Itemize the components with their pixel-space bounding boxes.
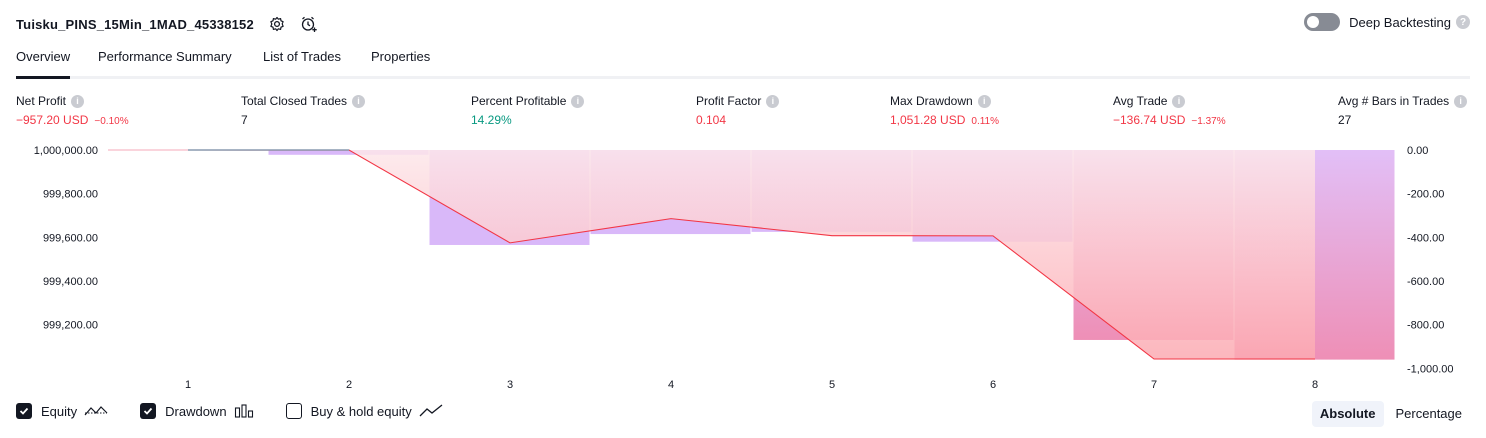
metric-value: 14.29%	[471, 113, 584, 127]
drawdown-checkbox[interactable]	[140, 403, 157, 419]
metric-label-text: Profit Factor	[696, 94, 762, 108]
buy-hold-line-icon	[419, 404, 443, 418]
drawdown-bar	[268, 150, 429, 155]
metric-value-text: −136.74 USD	[1113, 113, 1186, 127]
help-icon[interactable]: i	[71, 94, 85, 108]
metric-value-text: −957.20 USD	[16, 113, 89, 127]
x-axis-tick-label: 2	[346, 379, 352, 391]
metric-value: −957.20 USD −0.10%	[16, 113, 129, 127]
metric-percent-profitable: Percent Profitable i 14.29%	[471, 94, 585, 127]
metric-total-closed-trades: Total Closed Trades i 7	[241, 94, 366, 127]
help-icon[interactable]: i	[571, 94, 585, 108]
legend-drawdown[interactable]: Drawdown	[140, 403, 253, 419]
help-icon[interactable]: i	[977, 94, 991, 108]
tab-performance-summary[interactable]: Performance Summary	[98, 49, 232, 64]
metric-label-text: Percent Profitable	[471, 94, 567, 108]
right-axis-tick-label: 0.00	[1407, 145, 1428, 157]
tab-overview[interactable]: Overview	[16, 49, 71, 79]
tab-properties[interactable]: Properties	[371, 49, 431, 64]
metric-label-text: Net Profit	[16, 94, 67, 108]
metric-value-text: 7	[241, 113, 248, 127]
left-axis-tick-label: 1,000,000.00	[34, 145, 98, 157]
chart-legend: Equity Drawdown Buy & hold equity	[16, 403, 475, 419]
equity-chart: 1,000,000.00 999,800.00 999,600.00 999,400.…	[34, 145, 1454, 391]
metric-percent: −1.37%	[1191, 116, 1226, 127]
tab-list-of-trades[interactable]: List of Trades	[263, 49, 342, 64]
metric-label-text: Total Closed Trades	[241, 94, 348, 108]
report-tabs: Overview Performance Summary List of Tra…	[16, 46, 1470, 79]
display-mode-switch: Absolute Percentage	[1308, 401, 1470, 427]
right-axis-tick-label: -800.00	[1407, 320, 1444, 332]
legend-equity[interactable]: Equity	[16, 403, 108, 419]
deep-backtesting-label: Deep Backtesting	[1349, 14, 1451, 30]
equity-line-icon	[84, 404, 108, 418]
metric-value: 1,051.28 USD 0.11%	[890, 113, 999, 127]
x-axis-tick-label: 8	[1312, 379, 1318, 391]
metric-label: Avg # Bars in Trades i	[1338, 94, 1468, 108]
metric-value: 7	[241, 113, 365, 127]
right-axis-tick-label: -400.00	[1407, 232, 1444, 244]
metric-label-text: Max Drawdown	[890, 94, 973, 108]
drawdown-bars-icon	[234, 404, 254, 418]
metric-avg-bars-in-trades: Avg # Bars in Trades i 27	[1338, 94, 1468, 127]
help-icon[interactable]: i	[1172, 94, 1186, 108]
metric-avg-trade: Avg Trade i −136.74 USD −1.37%	[1113, 94, 1226, 127]
metric-value-text: 27	[1338, 113, 1352, 127]
metric-value-text: 0.104	[696, 113, 727, 127]
right-axis-tick-label: -600.00	[1407, 276, 1444, 288]
x-axis-tick-label: 5	[829, 379, 835, 391]
left-axis-tick-label: 999,200.00	[43, 320, 98, 332]
left-axis-tick-label: 999,400.00	[43, 276, 98, 288]
deep-backtesting-toggle[interactable]	[1304, 13, 1341, 31]
equity-line	[187, 149, 1315, 360]
x-axis-tick-label: 4	[668, 379, 674, 391]
metric-percent: 0.11%	[971, 116, 1000, 127]
metric-label: Net Profit i	[16, 94, 129, 108]
add-alert-clock-icon[interactable]	[300, 15, 318, 33]
gear-icon[interactable]	[268, 15, 286, 33]
metric-label: Profit Factor i	[696, 94, 780, 108]
equity-area	[188, 150, 1315, 359]
metric-value: 0.104	[696, 113, 779, 127]
left-axis-tick-label: 999,800.00	[43, 189, 98, 201]
metric-label: Total Closed Trades i	[241, 94, 366, 108]
x-axis-tick-label: 6	[990, 379, 996, 391]
x-axis-tick-label: 3	[507, 379, 513, 391]
metric-label-text: Avg Trade	[1113, 94, 1168, 108]
deep-backtesting: Deep Backtesting ?	[1304, 13, 1470, 31]
buy-hold-checkbox[interactable]	[285, 403, 302, 419]
help-icon[interactable]: i	[352, 94, 366, 108]
legend-buy-hold-label: Buy & hold equity	[310, 403, 412, 419]
metric-value: −136.74 USD −1.37%	[1113, 113, 1226, 127]
strategy-header: Tuisku_PINS_15Min_1MAD_45338152	[16, 12, 318, 36]
x-axis-tick-label: 1	[185, 379, 191, 391]
metric-max-drawdown: Max Drawdown i 1,051.28 USD 0.11%	[890, 94, 999, 127]
metric-profit-factor: Profit Factor i 0.104	[696, 94, 780, 127]
metric-value: 27	[1338, 113, 1467, 127]
legend-drawdown-label: Drawdown	[165, 403, 227, 419]
help-icon[interactable]: ?	[1456, 15, 1470, 29]
right-axis-tick-label: -200.00	[1407, 189, 1444, 201]
strategy-title: Tuisku_PINS_15Min_1MAD_45338152	[16, 16, 254, 32]
percentage-button[interactable]: Percentage	[1395, 406, 1463, 421]
absolute-button[interactable]: Absolute	[1311, 401, 1384, 427]
metric-label: Percent Profitable i	[471, 94, 585, 108]
help-icon[interactable]: i	[766, 94, 780, 108]
right-axis-tick-label: -1,000.00	[1407, 363, 1453, 375]
metric-label-text: Avg # Bars in Trades	[1338, 94, 1450, 108]
metric-net-profit: Net Profit i −957.20 USD −0.10%	[16, 94, 129, 127]
metric-label: Max Drawdown i	[890, 94, 999, 108]
help-icon[interactable]: i	[1454, 94, 1468, 108]
metric-value-text: 1,051.28 USD	[890, 113, 966, 127]
left-axis-tick-label: 999,600.00	[43, 232, 98, 244]
legend-buy-hold[interactable]: Buy & hold equity	[285, 403, 443, 419]
metric-label: Avg Trade i	[1113, 94, 1226, 108]
legend-equity-label: Equity	[41, 403, 78, 419]
metric-value-text: 14.29%	[471, 113, 512, 127]
metric-percent: −0.10%	[94, 116, 129, 127]
equity-checkbox[interactable]	[16, 403, 32, 419]
x-axis-tick-label: 7	[1151, 379, 1157, 391]
